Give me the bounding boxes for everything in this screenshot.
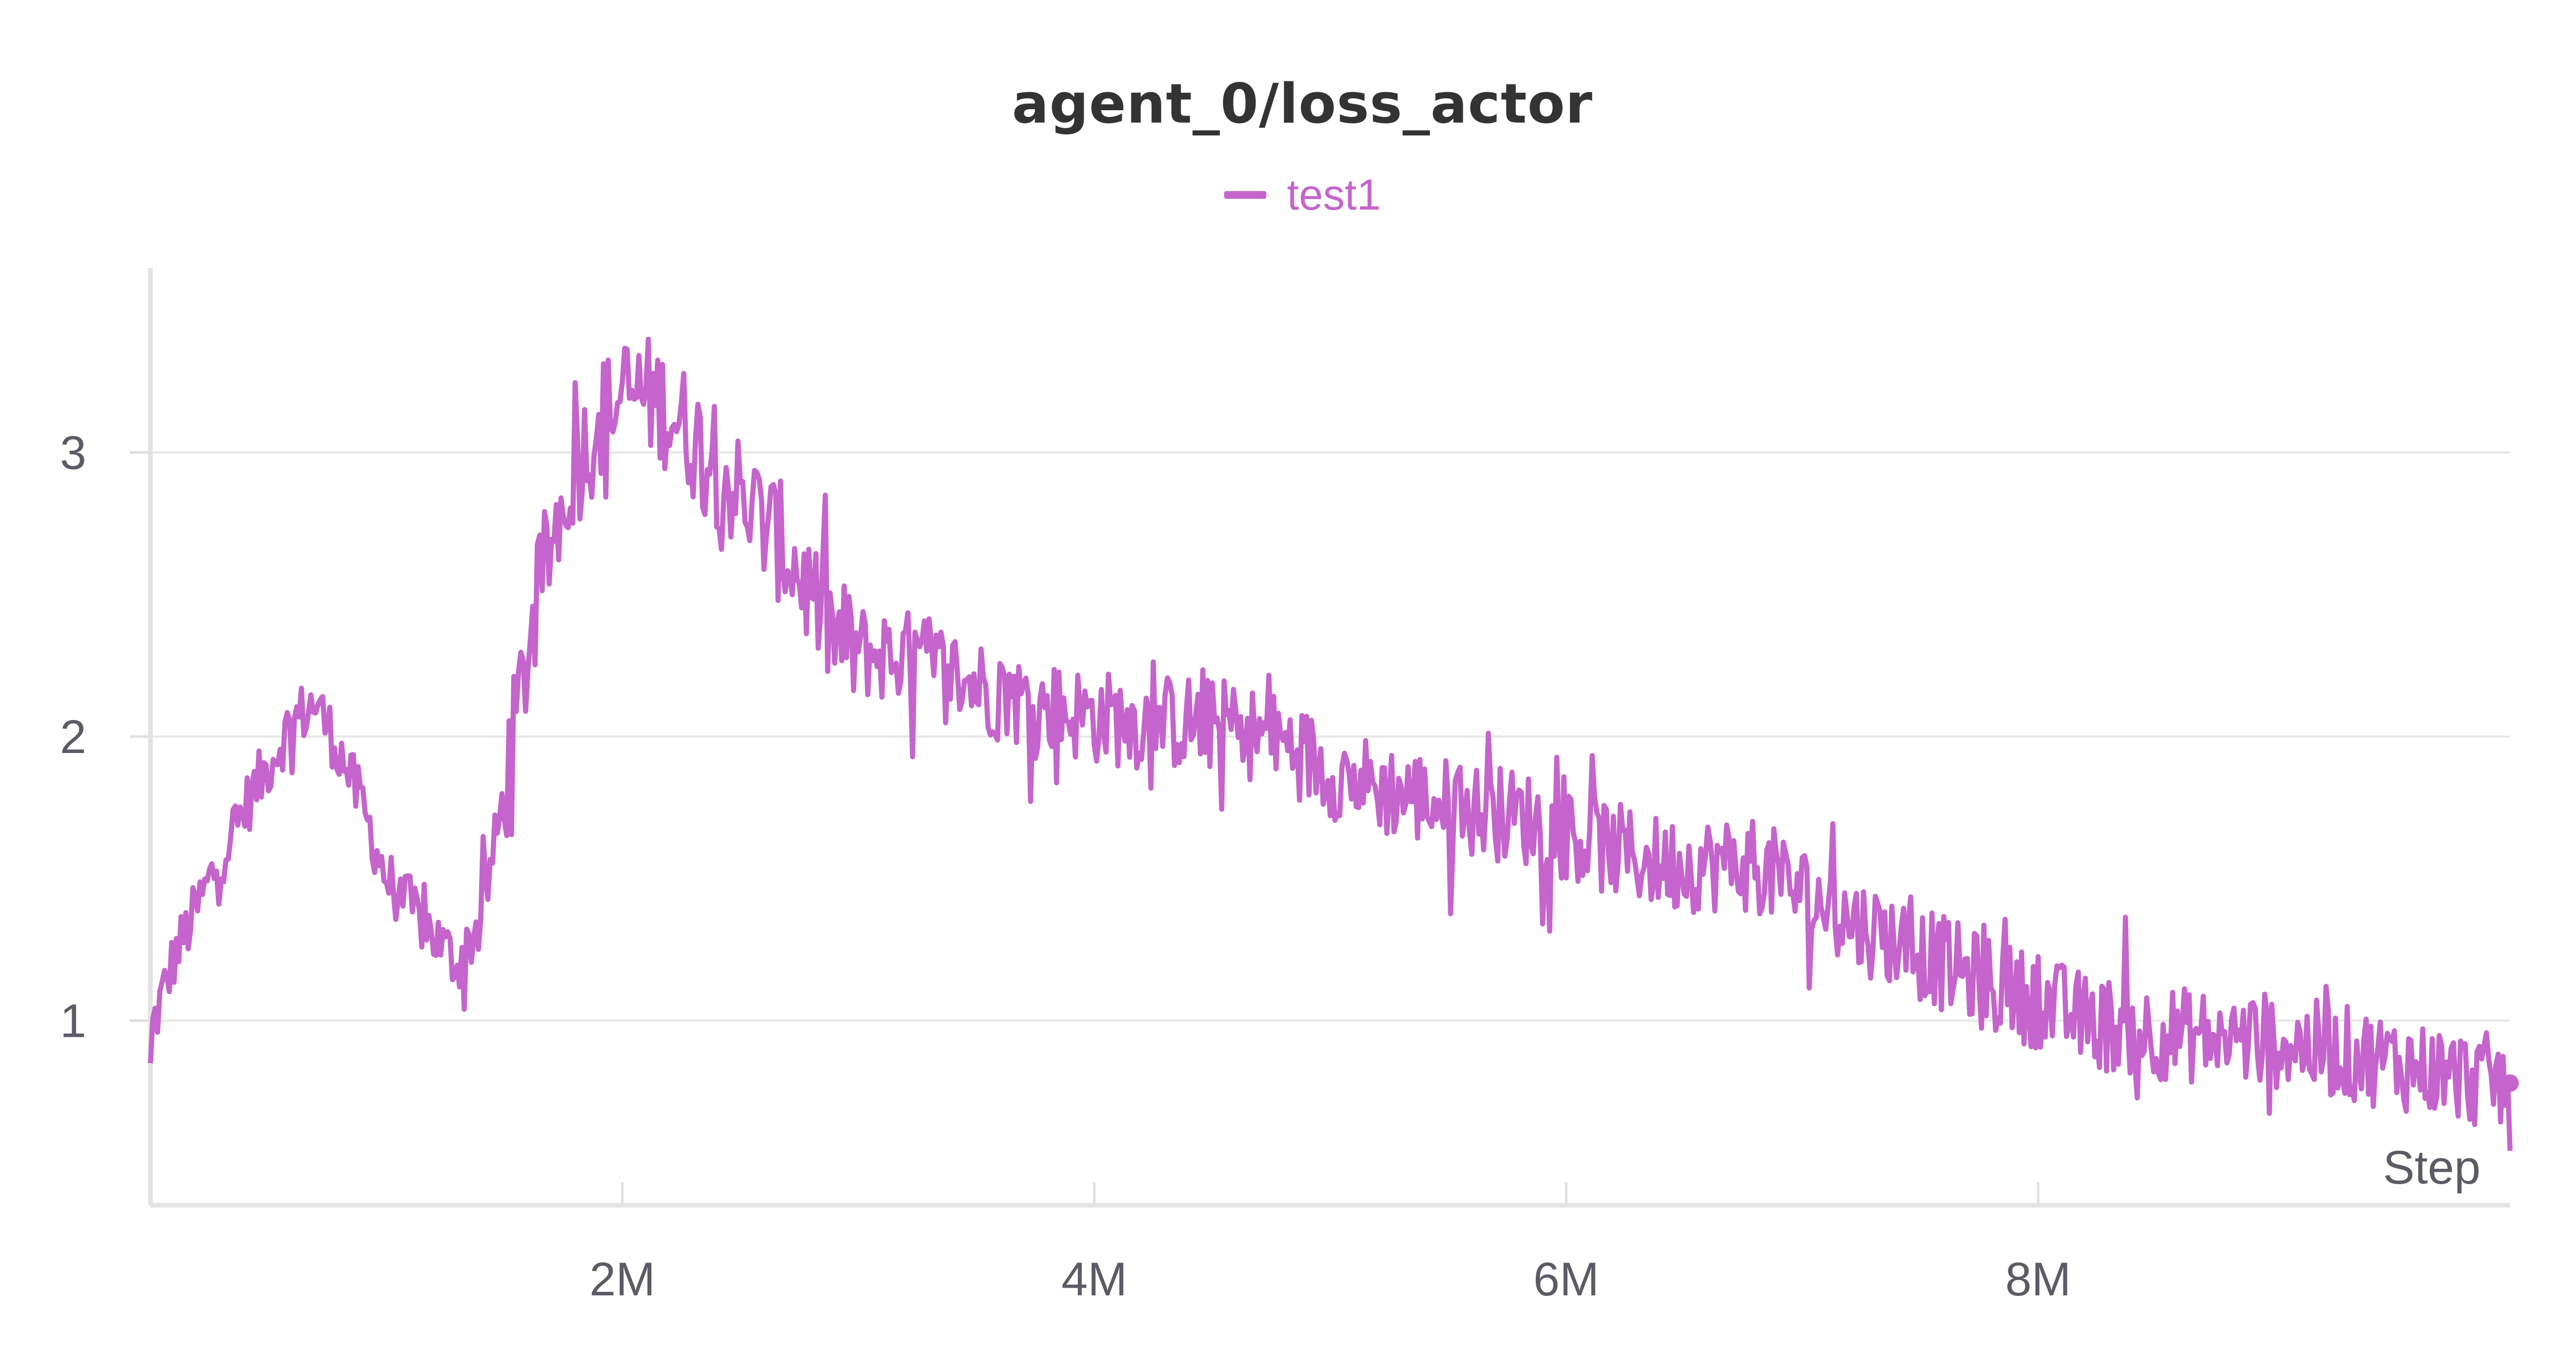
chart-title: agent_0/loss_actor [1012,72,1593,135]
series-endpoint-test1 [2501,1074,2519,1092]
label-layer: 1 2 3 2M 4M 6M 8M Step [60,426,2480,1306]
tick-label-x-6M: 6M [1533,1253,1599,1306]
series-layer [148,336,2519,1151]
legend-label-test1: test1 [1286,170,1381,219]
tick-label-x-8M: 8M [2005,1253,2071,1306]
series-line-test1 [148,336,2513,1151]
tick-label-x-4M: 4M [1061,1253,1127,1306]
tick-label-y-1: 1 [60,995,86,1048]
x-axis-label: Step [2383,1141,2480,1194]
grid-layer [150,451,2510,1022]
legend-swatch-test1 [1224,191,1266,199]
tick-label-x-2M: 2M [589,1253,655,1306]
tick-label-y-2: 2 [60,711,86,763]
legend[interactable]: test1 [0,170,2576,220]
tick-label-y-3: 3 [60,426,86,479]
